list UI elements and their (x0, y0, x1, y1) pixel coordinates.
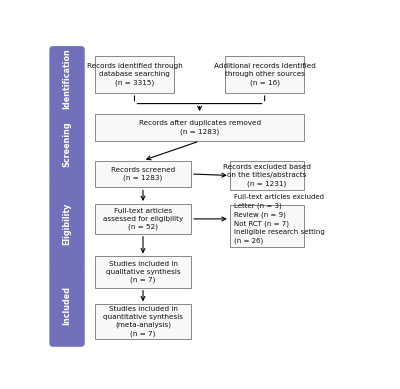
FancyBboxPatch shape (95, 256, 191, 288)
Text: Records excluded based
on the titles/abstracts
(n = 1231): Records excluded based on the titles/abs… (223, 164, 311, 187)
Text: Studies included in
quantitative synthesis
(meta-analysis)
(n = 7): Studies included in quantitative synthes… (103, 306, 183, 337)
Text: Eligibility: Eligibility (62, 202, 72, 245)
FancyBboxPatch shape (230, 205, 304, 247)
FancyBboxPatch shape (49, 265, 85, 347)
FancyBboxPatch shape (95, 304, 191, 339)
Text: Identification: Identification (62, 48, 72, 109)
FancyBboxPatch shape (230, 161, 304, 191)
FancyBboxPatch shape (49, 106, 85, 182)
Text: Studies included in
qualitative synthesis
(n = 7): Studies included in qualitative synthesi… (106, 261, 180, 283)
Text: Full-text articles
assessed for eligibility
(n = 52): Full-text articles assessed for eligibil… (103, 208, 183, 230)
FancyBboxPatch shape (49, 178, 85, 269)
FancyBboxPatch shape (95, 161, 191, 187)
FancyBboxPatch shape (49, 46, 85, 110)
Text: Additional records identified
through other sources
(n = 16): Additional records identified through ot… (214, 63, 316, 86)
FancyBboxPatch shape (225, 56, 304, 93)
FancyBboxPatch shape (95, 114, 304, 141)
FancyBboxPatch shape (95, 56, 174, 93)
Text: Records identified through
database searching
(n = 3315): Records identified through database sear… (86, 63, 182, 86)
Text: Records after duplicates removed
(n = 1283): Records after duplicates removed (n = 12… (138, 120, 261, 135)
Text: Full-text articles excluded
Letter (n = 3)
Review (n = 9)
Not RCT (n = 7)
Inelig: Full-text articles excluded Letter (n = … (234, 194, 324, 244)
FancyBboxPatch shape (95, 204, 191, 234)
Text: Records screened
(n = 1283): Records screened (n = 1283) (111, 167, 175, 181)
Text: Screening: Screening (62, 121, 72, 167)
Text: Included: Included (62, 286, 72, 325)
